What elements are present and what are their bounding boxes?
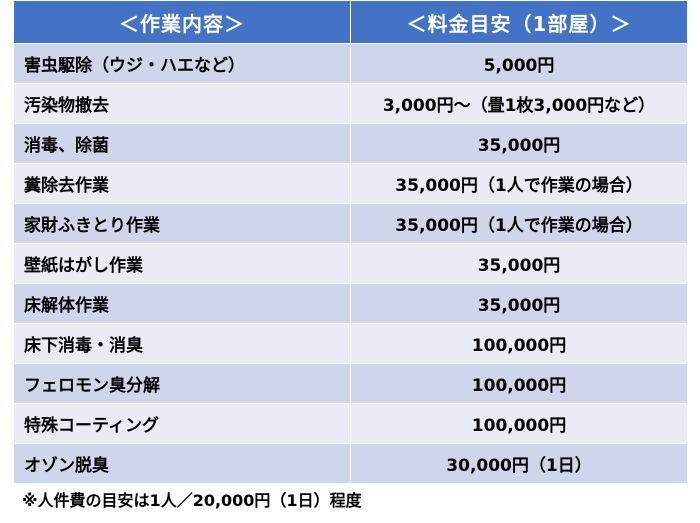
price-cell: 100,000円 [350, 323, 688, 364]
price-cell: 35,000円 [350, 123, 688, 164]
work-cell: 床下消毒・消臭 [13, 323, 351, 364]
table-row: オゾン脱臭 30,000円（1日） [13, 443, 688, 484]
table-header: ＜作業内容＞ ＜料金目安（1部屋）＞ [13, 0, 688, 44]
table-row: 家財ふきとり作業 35,000円（1人で作業の場合） [13, 203, 688, 244]
header-row: ＜作業内容＞ ＜料金目安（1部屋）＞ [13, 0, 688, 44]
table-row: フェロモン臭分解 100,000円 [13, 363, 688, 404]
table-row: 害虫駆除（ウジ・ハエなど） 5,000円 [13, 43, 688, 84]
price-cell: 100,000円 [350, 363, 688, 404]
price-cell: 3,000円～（畳1枚3,000円など） [350, 83, 688, 124]
work-cell: 害虫駆除（ウジ・ハエなど） [13, 43, 351, 84]
price-table: ＜作業内容＞ ＜料金目安（1部屋）＞ 害虫駆除（ウジ・ハエなど） 5,000円 … [13, 0, 688, 484]
work-cell: オゾン脱臭 [13, 443, 351, 484]
table-row: 床解体作業 35,000円 [13, 283, 688, 324]
work-cell: 壁紙はがし作業 [13, 243, 351, 284]
table-row: 特殊コーティング 100,000円 [13, 403, 688, 444]
column-header-work: ＜作業内容＞ [13, 0, 351, 44]
price-cell: 30,000円（1日） [350, 443, 688, 484]
table-row: 床下消毒・消臭 100,000円 [13, 323, 688, 364]
table-row: 壁紙はがし作業 35,000円 [13, 243, 688, 284]
price-cell: 5,000円 [350, 43, 688, 84]
table-row: 消毒、除菌 35,000円 [13, 123, 688, 164]
work-cell: フェロモン臭分解 [13, 363, 351, 404]
work-cell: 汚染物撤去 [13, 83, 351, 124]
table-body: 害虫駆除（ウジ・ハエなど） 5,000円 汚染物撤去 3,000円～（畳1枚3,… [13, 43, 688, 484]
work-cell: 糞除去作業 [13, 163, 351, 204]
column-header-price: ＜料金目安（1部屋）＞ [350, 0, 688, 44]
table-row: 糞除去作業 35,000円（1人で作業の場合） [13, 163, 688, 204]
price-cell: 35,000円（1人で作業の場合） [350, 163, 688, 204]
work-cell: 消毒、除菌 [13, 123, 351, 164]
work-cell: 特殊コーティング [13, 403, 351, 444]
labor-cost-note: ※人件費の目安は1人／20,000円（1日）程度 [22, 491, 362, 510]
table-row: 汚染物撤去 3,000円～（畳1枚3,000円など） [13, 83, 688, 124]
work-cell: 家財ふきとり作業 [13, 203, 351, 244]
work-cell: 床解体作業 [13, 283, 351, 324]
price-cell: 35,000円（1人で作業の場合） [350, 203, 688, 244]
price-cell: 35,000円 [350, 283, 688, 324]
price-cell: 100,000円 [350, 403, 688, 444]
price-cell: 35,000円 [350, 243, 688, 284]
